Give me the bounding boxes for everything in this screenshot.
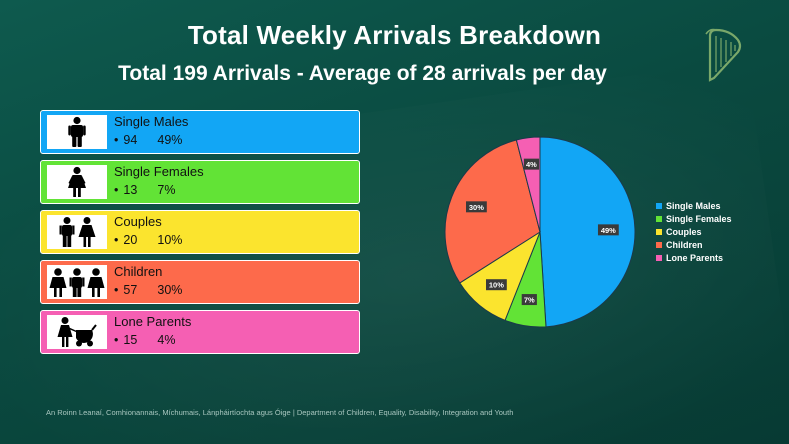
category-percent: 30% bbox=[157, 283, 183, 297]
legend-label: Single Males bbox=[666, 200, 721, 211]
category-card-lone-parents: Lone Parents • 15 4% bbox=[40, 310, 360, 354]
category-count: 13 bbox=[123, 183, 138, 197]
category-count: 20 bbox=[123, 233, 138, 247]
children-icon bbox=[47, 265, 107, 299]
pie-data-label: 49% bbox=[597, 224, 619, 236]
category-stats: • 13 7% bbox=[114, 183, 175, 197]
stat-bullet: • bbox=[114, 283, 119, 297]
legend-swatch bbox=[656, 228, 662, 235]
stat-bullet: • bbox=[114, 183, 119, 197]
category-percent: 7% bbox=[157, 183, 176, 197]
legend-item: Couples bbox=[656, 225, 732, 238]
category-label: Lone Parents bbox=[114, 314, 192, 329]
category-label: Single Females bbox=[114, 164, 204, 179]
pie-data-label: 4% bbox=[523, 158, 540, 170]
svg-text:30%: 30% bbox=[469, 203, 484, 212]
svg-text:7%: 7% bbox=[524, 296, 535, 305]
legend-item: Children bbox=[656, 238, 732, 251]
legend-swatch bbox=[656, 202, 662, 209]
category-stats: • 15 4% bbox=[114, 333, 175, 347]
chart-legend: Single Males Single Females Couples Childre… bbox=[656, 199, 732, 264]
pie-data-label: 10% bbox=[486, 279, 507, 291]
svg-text:4%: 4% bbox=[526, 160, 537, 169]
category-stats: • 57 30% bbox=[114, 283, 182, 297]
legend-label: Lone Parents bbox=[666, 252, 724, 263]
category-card-single-males: Single Males • 94 49% bbox=[40, 110, 360, 154]
stat-bullet: • bbox=[114, 133, 119, 147]
category-card-couples: Couples • 20 10% bbox=[40, 210, 360, 254]
category-label: Couples bbox=[114, 214, 162, 229]
legend-swatch bbox=[656, 254, 662, 261]
category-stats: • 20 10% bbox=[114, 233, 182, 247]
harp-logo-icon bbox=[705, 28, 742, 82]
legend-label: Children bbox=[666, 239, 703, 250]
category-count: 15 bbox=[123, 333, 138, 347]
category-percent: 4% bbox=[157, 333, 176, 347]
pie-slice-single-males bbox=[539, 136, 636, 328]
category-percent: 10% bbox=[157, 233, 183, 247]
pie-chart-svg: 49% 7% 10% 30% 4% bbox=[444, 136, 636, 328]
slide-subtitle: Total 199 Arrivals - Average of 28 arriv… bbox=[118, 62, 607, 85]
svg-text:10%: 10% bbox=[489, 281, 504, 290]
footer-text: An Roinn Leanaí, Comhionannais, Míchumai… bbox=[46, 408, 514, 417]
legend-label: Couples bbox=[666, 226, 702, 237]
category-card-single-females: Single Females • 13 7% bbox=[40, 160, 360, 204]
single-male-icon bbox=[47, 115, 107, 149]
category-label: Single Males bbox=[114, 114, 189, 129]
pie-chart: 49% 7% 10% 30% 4% bbox=[430, 125, 775, 340]
legend-item: Single Females bbox=[656, 212, 732, 225]
category-count: 57 bbox=[123, 283, 138, 297]
slide-title: Total Weekly Arrivals Breakdown bbox=[187, 20, 602, 50]
legend-item: Lone Parents bbox=[656, 251, 732, 264]
lone-parent-icon bbox=[47, 315, 107, 349]
category-label: Children bbox=[114, 264, 163, 279]
category-card-children: Children • 57 30% bbox=[40, 260, 360, 304]
stat-bullet: • bbox=[114, 233, 119, 247]
legend-item: Single Males bbox=[656, 199, 732, 212]
stat-bullet: • bbox=[114, 333, 119, 347]
legend-swatch bbox=[656, 241, 662, 248]
category-percent: 49% bbox=[157, 133, 183, 147]
single-female-icon bbox=[47, 165, 107, 199]
svg-text:49%: 49% bbox=[601, 226, 616, 235]
category-stats: • 94 49% bbox=[114, 133, 182, 147]
legend-swatch bbox=[656, 215, 662, 222]
pie-data-label: 30% bbox=[466, 201, 487, 213]
legend-label: Single Females bbox=[666, 213, 732, 224]
couple-icon bbox=[47, 215, 107, 249]
pie-slice-children bbox=[444, 139, 541, 284]
category-count: 94 bbox=[123, 133, 138, 147]
pie-data-label: 7% bbox=[521, 294, 537, 306]
